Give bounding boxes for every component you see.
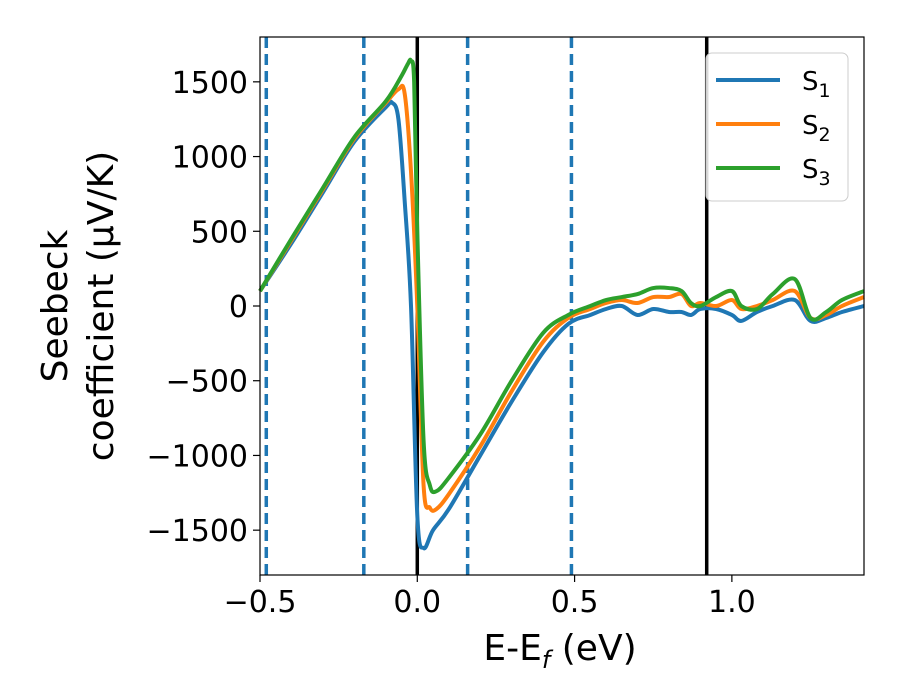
y-tick-label: 1000: [172, 141, 248, 176]
x-tick-label: 0.0: [393, 585, 441, 620]
vertical-reference-lines: [264, 37, 709, 575]
legend: S1 S2 S3: [705, 52, 849, 202]
x-tick-label: 1.0: [708, 585, 756, 620]
y-tick-label: 500: [191, 215, 248, 250]
y-tick-label: 0: [229, 290, 248, 325]
y-axis-ticks: −1500 −1000 −500 0 500 1000 1500: [147, 66, 260, 549]
series-line-s1: [258, 99, 865, 551]
series-lines: [258, 57, 865, 551]
legend-label-s1: S1: [802, 67, 831, 102]
x-tick-label: 0.5: [551, 585, 599, 620]
series-line-s2: [258, 83, 865, 513]
legend-box: [705, 52, 849, 202]
legend-label-s2: S2: [802, 111, 831, 146]
y-axis-title-line2: coefficient (μV/K): [81, 151, 122, 461]
x-axis-ticks: −0.5 0.0 0.5 1.0: [224, 575, 756, 620]
legend-label-s3: S3: [802, 155, 831, 190]
y-tick-label: −1500: [147, 514, 248, 549]
y-tick-label: −500: [166, 365, 248, 400]
x-axis-title: E-Ef (eV): [483, 628, 636, 674]
series-line-s3: [258, 57, 865, 495]
y-tick-label: 1500: [172, 66, 248, 101]
y-tick-label: −1000: [147, 439, 248, 474]
y-axis-title-line1: Seebeck: [35, 229, 76, 382]
x-tick-label: −0.5: [224, 585, 297, 620]
